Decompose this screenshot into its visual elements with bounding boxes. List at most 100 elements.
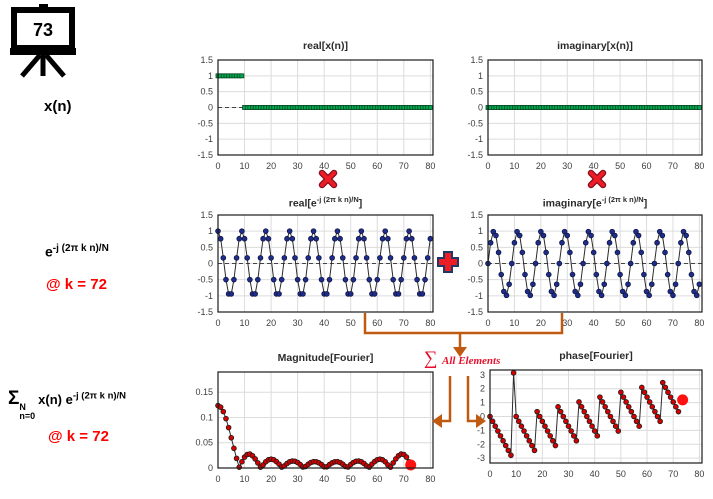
title-imaginary-xn: imaginary[x(n)]	[557, 40, 633, 52]
svg-text:20: 20	[537, 469, 547, 479]
icon-left-leg	[20, 53, 42, 78]
svg-text:70: 70	[668, 161, 678, 171]
plot-real-exponential: 0 10 20 30 40 50 60 70 80 -1.5 -1 -0.5 0 0.5 1 1.5	[170, 207, 447, 343]
svg-text:60: 60	[642, 318, 652, 328]
svg-text:-0.5: -0.5	[467, 118, 483, 128]
svg-text:2: 2	[480, 384, 485, 394]
sum-lower-limit: n=0	[19, 411, 36, 421]
svg-text:10: 10	[240, 474, 250, 484]
svg-text:40: 40	[589, 318, 599, 328]
svg-text:3: 3	[480, 370, 485, 380]
current-k-marker	[677, 394, 689, 406]
svg-text:-1.5: -1.5	[197, 307, 213, 317]
svg-text:70: 70	[399, 318, 409, 328]
sum-exponent: -j (2π k n)/N	[72, 390, 127, 402]
svg-text:30: 30	[293, 161, 303, 171]
svg-text:50: 50	[615, 318, 625, 328]
svg-text:70: 70	[399, 161, 409, 171]
svg-text:70: 70	[399, 474, 409, 484]
svg-text:20: 20	[536, 161, 546, 171]
chart-svg-mag: 0 10 20 30 40 50 60 70 80 0 0.05 0.1 0.15	[195, 371, 435, 484]
svg-text:70: 70	[668, 318, 678, 328]
label-k-equals-72-first: @ k = 72	[46, 276, 107, 293]
svg-text:50: 50	[615, 161, 625, 171]
svg-text:60: 60	[372, 161, 382, 171]
svg-text:0.5: 0.5	[470, 87, 483, 97]
chart-svg-xr: 0 10 20 30 40 50 60 70 80 -1.5 -1 -0.5 0 0.5 1 1.5	[197, 55, 435, 171]
chart-svg-er: 0 10 20 30 40 50 60 70 80 -1.5 -1 -0.5 0 0.5 1 1.5	[197, 210, 435, 328]
svg-text:0: 0	[208, 463, 213, 473]
sum-all-elements-label: ∑ All Elements	[424, 348, 500, 370]
svg-text:60: 60	[372, 318, 382, 328]
svg-text:0: 0	[215, 474, 220, 484]
sum-sigma: Σ	[8, 388, 20, 409]
svg-text:80: 80	[425, 474, 435, 484]
slide-canvas: { "slide": { "badge_number": "73", "labe…	[8, 4, 705, 484]
svg-text:40: 40	[319, 474, 329, 484]
svg-text:-1: -1	[475, 134, 483, 144]
title-imaginary-exponential: imaginary[e-j (2π k n)/N]	[542, 195, 648, 210]
exp-base: e	[45, 243, 53, 260]
svg-text:20: 20	[536, 318, 546, 328]
svg-text:40: 40	[319, 318, 329, 328]
svg-text:-0.5: -0.5	[197, 118, 213, 128]
sum-upper-limit: N	[19, 402, 26, 412]
svg-text:20: 20	[266, 474, 276, 484]
icon-bottom-bar	[10, 48, 76, 55]
svg-text:1.5: 1.5	[470, 55, 483, 65]
svg-text:1.5: 1.5	[470, 210, 483, 220]
svg-text:60: 60	[642, 469, 652, 479]
title-real-xn: real[x(n)]	[303, 40, 348, 52]
label-xn: x(n)	[44, 98, 72, 115]
sum-elements-sigma: ∑	[424, 348, 438, 369]
exp-superscript: -j (2π k n)/N	[52, 243, 109, 254]
svg-text:30: 30	[293, 318, 303, 328]
chart-svg-ei: 0 10 20 30 40 50 60 70 80 -1.5 -1 -0.5 0 0.5 1 1.5	[467, 210, 704, 328]
badge-number: 73	[33, 20, 53, 40]
svg-text:1: 1	[478, 226, 483, 236]
icon-right-leg	[44, 53, 66, 78]
svg-text:0.05: 0.05	[195, 438, 213, 448]
svg-text:70: 70	[668, 469, 678, 479]
plot-real-xn: 0 10 20 30 40 50 60 70 80 -1.5 -1 -0.5 0 0.5 1 1.5	[170, 52, 447, 186]
svg-text:-1: -1	[475, 291, 483, 301]
svg-text:0.5: 0.5	[470, 242, 483, 252]
svg-text:0.5: 0.5	[200, 242, 213, 252]
svg-text:-1: -1	[477, 425, 485, 435]
chart-svg-ph: 0 10 20 30 40 50 60 70 80 -3 -2 -1 0 1 2 3	[477, 369, 704, 479]
svg-text:30: 30	[293, 474, 303, 484]
title-phase-fourier: phase[Fourier]	[559, 350, 633, 362]
svg-text:0: 0	[208, 103, 213, 113]
svg-text:0: 0	[478, 103, 483, 113]
svg-text:0: 0	[215, 318, 220, 328]
label-exponential: e-j (2π k n)/N	[45, 243, 109, 260]
sum-elements-text: All Elements	[442, 355, 501, 367]
svg-text:10: 10	[509, 318, 519, 328]
svg-text:-1.5: -1.5	[467, 307, 483, 317]
projector-screen-icon: 73	[10, 4, 76, 78]
svg-text:50: 50	[346, 474, 356, 484]
plot-magnitude-fourier: 0 10 20 30 40 50 60 70 80 0 0.05 0.1 0.15	[170, 364, 447, 499]
svg-text:80: 80	[425, 318, 435, 328]
svg-text:40: 40	[590, 469, 600, 479]
title-magnitude-fourier: Magnitude[Fourier]	[277, 352, 374, 364]
svg-text:0: 0	[480, 412, 485, 422]
svg-text:-1.5: -1.5	[197, 150, 213, 160]
svg-text:1: 1	[480, 398, 485, 408]
svg-text:60: 60	[642, 161, 652, 171]
svg-text:20: 20	[266, 161, 276, 171]
svg-text:0: 0	[487, 469, 492, 479]
title-real-exponential: real[e-j (2π k n)/N]	[288, 195, 363, 210]
svg-text:0: 0	[208, 259, 213, 269]
svg-text:0.1: 0.1	[200, 412, 213, 422]
svg-text:40: 40	[319, 161, 329, 171]
svg-text:60: 60	[372, 474, 382, 484]
svg-text:80: 80	[694, 469, 704, 479]
svg-text:50: 50	[616, 469, 626, 479]
current-k-marker	[405, 459, 417, 471]
svg-text:0: 0	[485, 161, 490, 171]
sum-body: x(n) e	[38, 392, 73, 407]
svg-text:-0.5: -0.5	[467, 275, 483, 285]
svg-text:80: 80	[694, 318, 704, 328]
svg-text:10: 10	[509, 161, 519, 171]
